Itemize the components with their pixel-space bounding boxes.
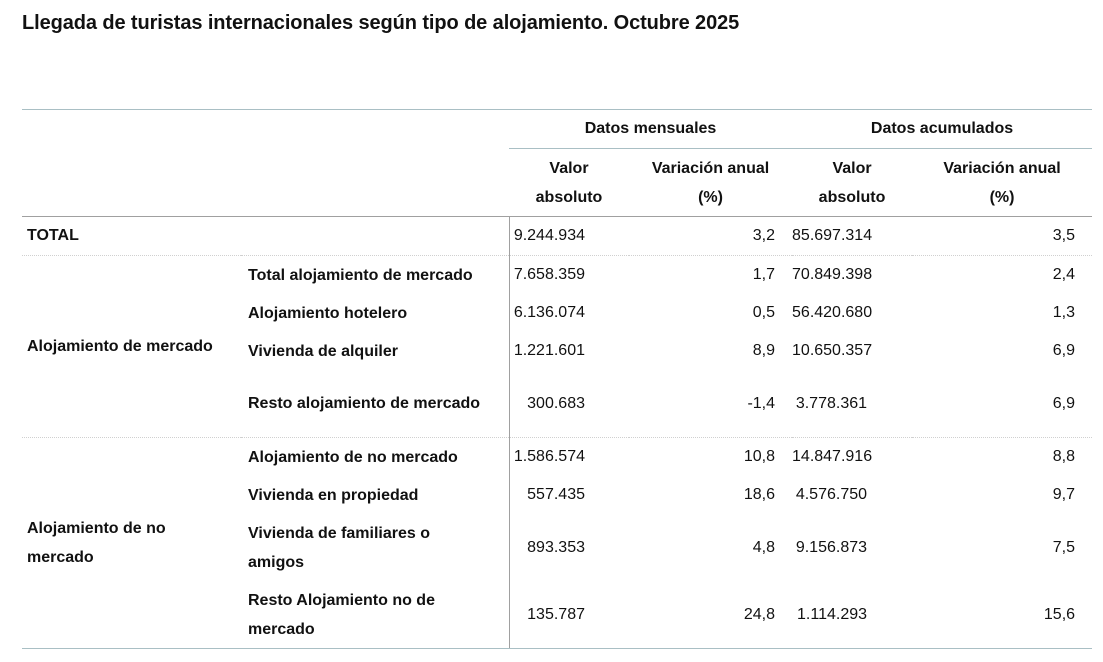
group-label-no-mercado: Alojamiento de no mercado <box>22 437 241 649</box>
row-label: Vivienda de alquiler <box>248 342 398 360</box>
cell-acumulado-variacion: 2,4 <box>1052 266 1076 283</box>
cell-mensual-variacion: 4,8 <box>752 538 776 556</box>
cell-mensual-valor: 893.353 <box>508 514 629 581</box>
table-row: Alojamiento hotelero 6.136.074 0,5 56.42… <box>22 294 1092 332</box>
header-group-row: Datos mensuales Datos acumulados <box>22 109 1093 149</box>
cell-mensual-valor: 9.244.934 <box>508 216 629 256</box>
header-mensual-valor: Valor absoluto <box>509 148 629 217</box>
cell-mensual-valor: 557.435 <box>508 476 629 514</box>
cell-mensual-valor: 6.136.074 <box>508 294 629 332</box>
cell-mensual-valor: 135.787 <box>508 581 629 649</box>
row-label: Resto alojamiento de mercado <box>241 370 509 438</box>
cell-acumulado-variacion: 15,6 <box>912 581 1093 649</box>
row-label: Total alojamiento de mercado <box>248 266 473 284</box>
cell-acumulado-valor: 3.778.361 <box>792 370 913 438</box>
group-label-mercado: Alojamiento de mercado <box>22 255 241 438</box>
cell-acumulado-variacion: 8,8 <box>1052 448 1076 465</box>
cell-mensual-variacion: -1,4 <box>629 370 793 438</box>
cell-acumulado-valor: 14.847.916 <box>792 448 873 465</box>
cell-mensual-variacion: 1,7 <box>752 266 776 283</box>
header-blank-2 <box>22 149 509 217</box>
row-label: Resto Alojamiento no de mercado <box>241 581 509 649</box>
cell-mensual-variacion: 10,8 <box>743 448 776 465</box>
cell-acumulado-variacion: 7,5 <box>1052 538 1076 556</box>
cell-acumulado-valor: 56.420.680 <box>792 304 873 321</box>
cell-mensual-variacion: 3,2 <box>629 216 793 256</box>
page-title: Llegada de turistas internacionales segú… <box>22 12 740 34</box>
header-blank <box>22 109 509 149</box>
table-row: Vivienda de familiares o amigos 893.353 … <box>22 514 1092 581</box>
cell-mensual-valor: 1.586.574 <box>508 437 629 476</box>
cell-acumulado-valor: 85.697.314 <box>792 216 913 256</box>
table-row: Resto Alojamiento no de mercado 135.787 … <box>22 581 1093 649</box>
cell-acumulado-valor: 70.849.398 <box>792 266 873 283</box>
table-row: Resto alojamiento de mercado 300.683 -1,… <box>22 370 1093 438</box>
cell-mensual-valor: 7.658.359 <box>508 255 629 294</box>
cell-mensual-variacion: 0,5 <box>752 304 776 321</box>
row-label: Vivienda de familiares o amigos <box>248 524 431 571</box>
header-acumulado-valor: Valor absoluto <box>792 148 913 217</box>
cell-acumulado-variacion: 1,3 <box>1052 304 1076 321</box>
cell-acumulado-valor: 4.576.750 <box>795 486 868 503</box>
table-row: Alojamiento de mercado Total alojamiento… <box>22 255 1092 438</box>
tourism-accommodation-table: Datos mensuales Datos acumulados Valor ab… <box>22 109 1093 649</box>
header-acumulado-variacion: Variación anual (%) <box>912 148 1093 217</box>
cell-acumulado-variacion: 6,9 <box>1052 342 1076 359</box>
header-column-row: Valor absoluto Variación anual (%) Valor ab… <box>22 148 1093 217</box>
table-row: Alojamiento de no mercado Alojamiento de… <box>22 437 1092 649</box>
cell-acumulado-variacion: 9,7 <box>1052 486 1076 503</box>
cell-mensual-variacion: 24,8 <box>629 581 793 649</box>
row-label: Alojamiento de no mercado <box>248 448 458 466</box>
table-row: Vivienda en propiedad 557.435 18,6 4.576… <box>22 476 1092 514</box>
row-label: Vivienda en propiedad <box>248 486 419 504</box>
cell-mensual-variacion: 18,6 <box>743 486 776 503</box>
cell-acumulado-valor: 9.156.873 <box>795 538 868 556</box>
row-label: Alojamiento hotelero <box>248 304 408 322</box>
cell-acumulado-valor: 10.650.357 <box>792 342 873 359</box>
cell-acumulado-variacion: 6,9 <box>912 370 1093 438</box>
table-row-total: TOTAL 9.244.934 3,2 85.697.314 3,5 <box>22 216 1093 256</box>
header-mensual-variacion: Variación anual (%) <box>629 148 793 217</box>
cell-mensual-variacion: 8,9 <box>752 342 776 359</box>
table-row: Vivienda de alquiler 1.221.601 8,9 10.65… <box>22 332 1092 370</box>
cell-mensual-valor: 300.683 <box>508 370 629 438</box>
header-datos-acumulados: Datos acumulados <box>792 109 1093 149</box>
header-datos-mensuales: Datos mensuales <box>509 109 793 149</box>
cell-acumulado-variacion: 3,5 <box>912 216 1093 256</box>
cell-acumulado-valor: 1.114.293 <box>792 581 913 649</box>
row-label: TOTAL <box>22 216 509 256</box>
cell-mensual-valor: 1.221.601 <box>508 332 629 370</box>
